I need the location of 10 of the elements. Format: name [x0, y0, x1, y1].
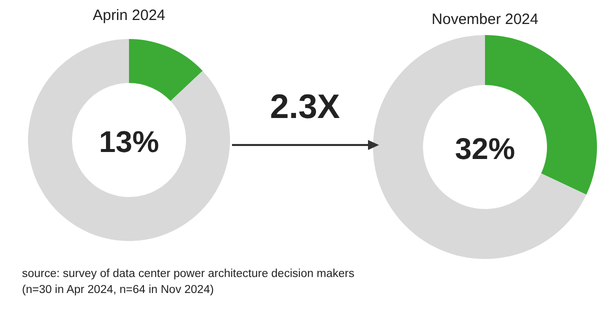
chart-title: November 2024	[432, 11, 538, 28]
text: 2.3X	[270, 88, 340, 126]
donut-slice	[129, 39, 203, 101]
text: (n=30 in Apr 2024, n=64 in Nov 2024)	[22, 284, 214, 296]
donut-slice	[373, 35, 586, 259]
text: 32%	[454, 133, 516, 166]
chart-title: Aprin 2024	[92, 7, 166, 24]
text: 13%	[98, 126, 160, 159]
donut-slice	[28, 39, 230, 241]
source-note: source: survey of data center power architecture decision makers	[22, 268, 355, 280]
